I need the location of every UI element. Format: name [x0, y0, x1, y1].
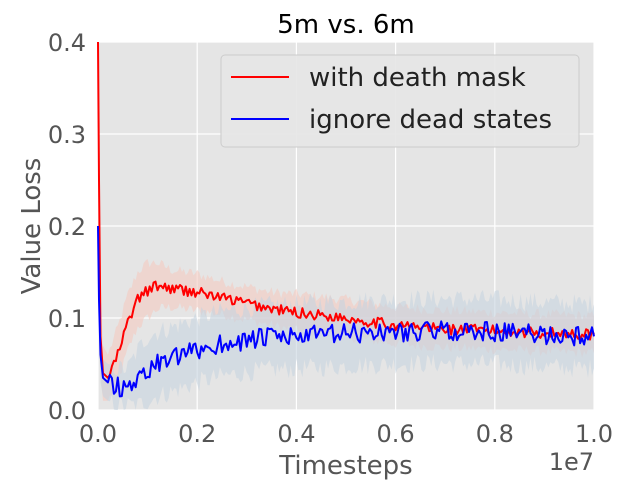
chart-title: 5m vs. 6m	[277, 10, 414, 40]
x-tick-label: 0.6	[377, 420, 415, 448]
y-axis-label: Value Loss	[17, 158, 47, 295]
legend: with death mask ignore dead states	[220, 54, 580, 148]
y-tick-label: 0.0	[48, 397, 86, 425]
legend-label-ignore-dead: ignore dead states	[309, 105, 552, 135]
x-tick-label: 0.8	[476, 420, 514, 448]
x-tick-label: 0.2	[178, 420, 216, 448]
y-tick-label: 0.1	[48, 305, 86, 333]
line-series-1	[97, 225, 595, 398]
x-scale-offset: 1e7	[549, 448, 594, 476]
y-tick-label: 0.3	[48, 121, 86, 149]
x-tick-label: 1.0	[575, 420, 613, 448]
legend-box	[220, 54, 580, 148]
band-series-1	[98, 207, 594, 410]
confidence-bands	[98, 42, 594, 410]
x-tick-label: 0.4	[277, 420, 315, 448]
y-tick-label: 0.4	[48, 29, 86, 57]
x-axis-label: Timesteps	[278, 451, 412, 481]
series-lines	[97, 41, 595, 398]
y-tick-label: 0.2	[48, 213, 86, 241]
legend-label-death-mask: with death mask	[309, 63, 526, 93]
tick-labels: 0.0 0.2 0.4 0.6 0.8 1.0 0.0 0.1 0.2 0.3 0.4	[48, 29, 613, 448]
x-tick-label: 0.0	[79, 420, 117, 448]
